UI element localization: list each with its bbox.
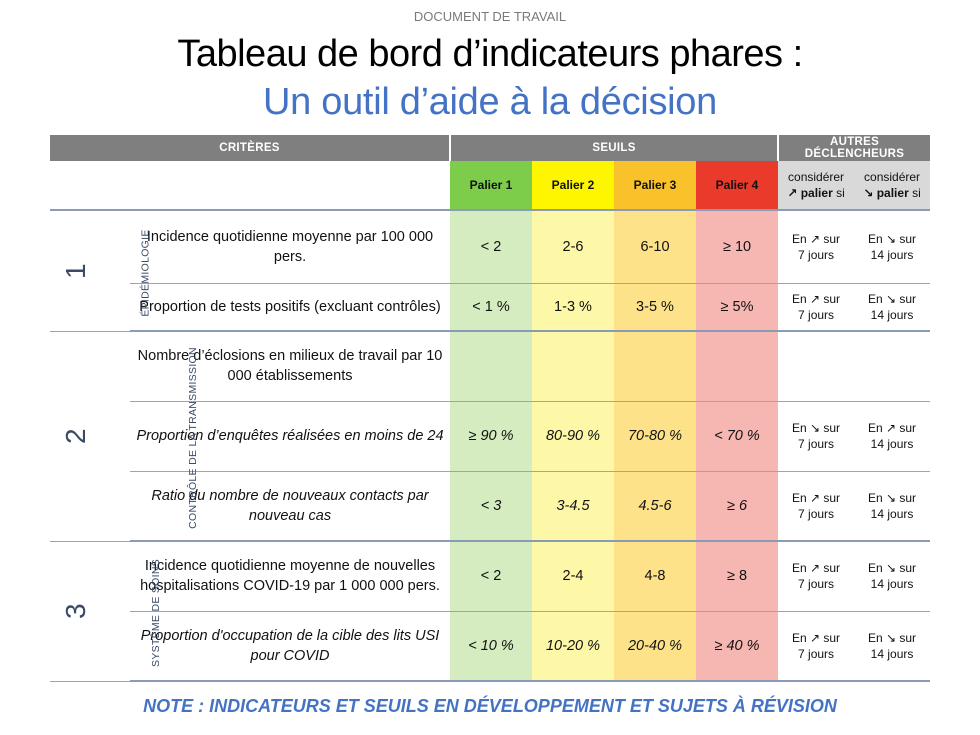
level-4-header: Palier 4 [696, 161, 779, 211]
table-row: 2 CONTRÔLE DE LA TRANSMISSION Nombre d’é… [50, 331, 931, 542]
criterion-cell: Incidence quotidienne moyenne de nouvell… [130, 541, 450, 612]
header-row: CRITÈRES SEUILS AUTRES DÉCLENCHEURS [50, 135, 931, 161]
criterion-cell: Proportion d'occupation de la cible des … [130, 611, 450, 682]
page-subtitle: Un outil d’aide à la décision [263, 81, 717, 123]
value-level-3: 3-5 % [614, 283, 696, 332]
value-level-2: 1-3 % [532, 283, 614, 332]
trigger-down-header-suffix: si [912, 186, 921, 200]
criterion-cell: Proportion de tests positifs (excluant c… [130, 283, 450, 332]
table-row: Proportion de tests positifs (excluant c… [50, 283, 931, 332]
value-level-2: 2-4 [532, 541, 614, 612]
trigger-up-cell: En ↘ sur 7 jours [778, 401, 855, 472]
table-row: Proportion d'occupation de la cible des … [50, 611, 931, 682]
value-level-1: < 10 % [450, 611, 532, 682]
level-2-header: Palier 2 [532, 161, 614, 211]
value-level-2: 80-90 % [532, 401, 614, 472]
subheader-blank [50, 161, 450, 211]
trigger-down-cell: En ↘ sur 14 jours [854, 541, 931, 612]
value-level-4: ≥ 5% [696, 283, 779, 332]
value-level-1: < 1 % [450, 283, 532, 332]
criterion-cell: Incidence quotidienne moyenne par 100 00… [130, 210, 450, 284]
document-label: DOCUMENT DE TRAVAIL [413, 9, 567, 24]
table-row: Proportion d’enquêtes réalisées en moins… [50, 401, 931, 472]
trigger-down-header: considérer ↘ palier si [854, 161, 931, 211]
trigger-down-cell: En ↘ sur 14 jours [854, 210, 931, 284]
value-level-4: ≥ 8 [696, 541, 779, 612]
trigger-down-header-line1: considérer [864, 170, 921, 184]
value-level-3 [614, 331, 696, 402]
trigger-up-header: considérer ↗ palier si [778, 161, 855, 211]
value-level-1 [450, 331, 532, 402]
trigger-down-header-bold: palier [876, 186, 909, 200]
trigger-down-cell: En ↗ sur 14 jours [854, 401, 931, 472]
value-level-4: ≥ 10 [696, 210, 779, 284]
trigger-up-cell: En ↗ sur 7 jours [778, 471, 855, 542]
value-level-4: < 70 % [696, 401, 779, 472]
trigger-up-cell: En ↗ sur 7 jours [778, 541, 855, 612]
trigger-up-cell: En ↗ sur 7 jours [778, 611, 855, 682]
criterion-cell: Ratio du nombre de nouveaux contacts par… [130, 471, 450, 542]
value-level-1: ≥ 90 % [450, 401, 532, 472]
table-row: Ratio du nombre de nouveaux contacts par… [50, 471, 931, 542]
arrow-down-right-icon: ↘ [863, 186, 874, 200]
value-level-3: 4.5-6 [614, 471, 696, 542]
indicator-table: CRITÈRES SEUILS AUTRES DÉCLENCHEURS Pali… [50, 135, 931, 682]
trigger-down-cell: En ↘ sur 14 jours [854, 283, 931, 332]
subheader-row: Palier 1 Palier 2 Palier 3 Palier 4 cons… [50, 161, 931, 211]
value-level-2: 2-6 [532, 210, 614, 284]
group-label: ÉPIDÉMIOLOGIE [102, 210, 152, 332]
arrow-up-right-icon: ↗ [787, 186, 798, 200]
page-title: Tableau de bord d’indicateurs phares : [177, 33, 803, 75]
value-level-1: < 2 [450, 541, 532, 612]
table-row: 1 ÉPIDÉMIOLOGIE Incidence quotidienne mo… [50, 210, 931, 332]
value-level-2: 10-20 % [532, 611, 614, 682]
header-thresholds: SEUILS [450, 135, 780, 161]
value-level-3: 6-10 [614, 210, 696, 284]
group-number: 2 [50, 331, 102, 542]
value-level-2 [532, 331, 614, 402]
trigger-down-cell: En ↘ sur 14 jours [854, 611, 931, 682]
group-label: CONTRÔLE DE LA TRANSMISSION [102, 331, 199, 542]
value-level-4: ≥ 40 % [696, 611, 779, 682]
value-level-1: < 3 [450, 471, 532, 542]
value-level-1: < 2 [450, 210, 532, 284]
note-footer: NOTE : INDICATEURS ET SEUILS EN DÉVELOPP… [143, 696, 837, 716]
table-row: 3 SYSTÈME DE SOINS Incidence quotidienne… [50, 541, 931, 682]
group-label: SYSTÈME DE SOINS [102, 541, 162, 682]
value-level-2: 3-4.5 [532, 471, 614, 542]
trigger-up-header-bold: palier [800, 186, 833, 200]
criterion-cell: Nombre d’éclosions en milieux de travail… [130, 331, 450, 402]
trigger-down-cell [854, 331, 931, 402]
value-level-3: 20-40 % [614, 611, 696, 682]
group-number: 1 [50, 210, 102, 332]
trigger-up-cell [778, 331, 855, 402]
trigger-up-cell: En ↗ sur 7 jours [778, 283, 855, 332]
trigger-up-header-line1: considérer [788, 170, 845, 184]
level-1-header: Palier 1 [450, 161, 532, 211]
value-level-4: ≥ 6 [696, 471, 779, 542]
header-other-triggers: AUTRES DÉCLENCHEURS [778, 135, 931, 161]
group-number: 3 [50, 541, 102, 682]
value-level-3: 70-80 % [614, 401, 696, 472]
value-level-3: 4-8 [614, 541, 696, 612]
value-level-4 [696, 331, 779, 402]
header-criteria: CRITÈRES [50, 135, 451, 161]
trigger-up-cell: En ↗ sur 7 jours [778, 210, 855, 284]
level-3-header: Palier 3 [614, 161, 696, 211]
criterion-cell: Proportion d’enquêtes réalisées en moins… [130, 401, 450, 472]
trigger-down-cell: En ↘ sur 14 jours [854, 471, 931, 542]
trigger-up-header-suffix: si [836, 186, 845, 200]
